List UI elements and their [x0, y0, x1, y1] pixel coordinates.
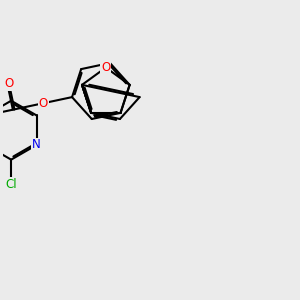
Text: O: O [39, 97, 48, 110]
Text: O: O [101, 61, 110, 74]
Text: O: O [4, 77, 14, 90]
Text: Cl: Cl [5, 178, 17, 191]
Text: N: N [32, 138, 41, 152]
